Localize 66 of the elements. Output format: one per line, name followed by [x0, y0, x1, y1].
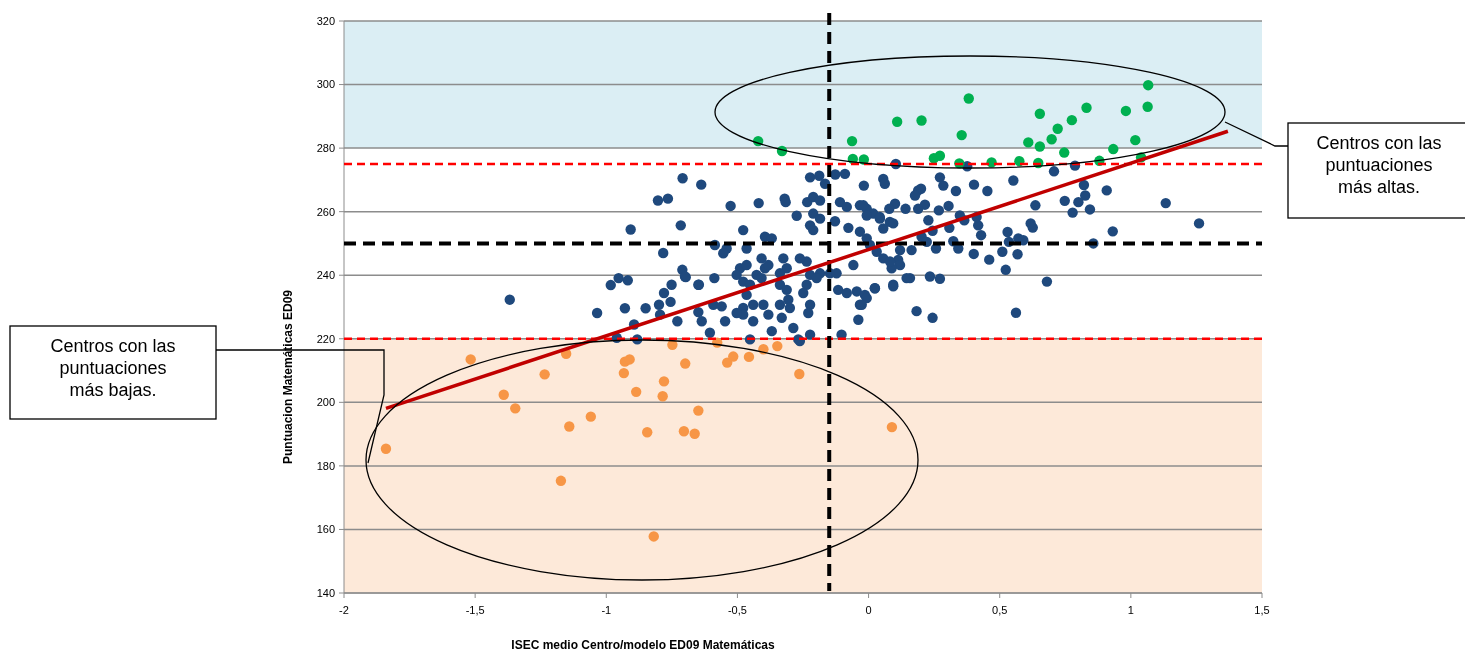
point: [680, 358, 691, 369]
point: [1142, 79, 1154, 91]
point: [689, 428, 700, 439]
point: [1023, 137, 1034, 148]
point: [1130, 134, 1141, 146]
y-tick-label: 260: [316, 205, 335, 218]
point: [1052, 123, 1063, 134]
point: [693, 405, 704, 416]
point: [1046, 134, 1057, 145]
point: [1081, 102, 1092, 113]
point: [1108, 143, 1119, 155]
x-tick-label: 0,5: [992, 604, 1008, 616]
x-tick-label: 0: [865, 604, 872, 616]
point: [380, 443, 392, 454]
x-tick-label: -1,5: [465, 604, 485, 616]
y-tick-label: 300: [316, 78, 335, 91]
y-tick-label: 200: [316, 396, 335, 409]
x-tick-label: 1: [1127, 604, 1134, 616]
point: [465, 354, 476, 365]
point: [794, 368, 805, 380]
point: [510, 403, 521, 414]
point: [624, 354, 635, 365]
point: [886, 421, 898, 433]
x-tick-label: -0,5: [727, 604, 747, 616]
point: [667, 339, 678, 351]
y-tick-label: 280: [316, 141, 335, 154]
point: [1142, 101, 1153, 112]
point: [963, 93, 974, 104]
point: [1034, 108, 1046, 119]
y-tick-label: 140: [316, 586, 335, 599]
y-tick-label: 160: [316, 523, 335, 536]
point: [564, 421, 575, 432]
y-tick-label: 240: [316, 269, 335, 282]
point: [618, 367, 630, 379]
point: [1059, 147, 1070, 158]
x-tick-label: 1,5: [1254, 604, 1270, 616]
y-tick-label: 220: [316, 332, 335, 345]
point: [657, 391, 668, 402]
point: [728, 351, 739, 362]
y-axis-title: Puntuacion Matemáticas ED09: [281, 289, 295, 465]
x-tick-label: -1: [601, 604, 612, 616]
point: [916, 115, 927, 126]
point: [498, 389, 509, 400]
point: [846, 135, 858, 147]
point: [539, 369, 550, 380]
point: [743, 351, 755, 363]
point: [585, 411, 597, 422]
point: [658, 376, 670, 387]
point: [1120, 105, 1132, 117]
x-axis-title: ISEC medio Centro/modelo ED09 Matemáticas: [511, 638, 776, 652]
y-tick-label: 180: [316, 459, 335, 472]
point: [630, 386, 642, 398]
point: [555, 475, 567, 487]
point: [956, 129, 967, 141]
point: [1034, 141, 1046, 152]
point: [891, 116, 903, 127]
point: [1066, 114, 1078, 126]
x-tick-label: -2: [339, 604, 349, 616]
point: [678, 426, 690, 437]
point: [648, 531, 659, 542]
text: Centros con las puntuaciones más bajas.: [50, 336, 176, 400]
text: Centros con las puntuaciones más altas.: [1316, 133, 1442, 197]
point: [934, 150, 946, 161]
y-tick-label: 320: [316, 14, 335, 27]
point: [642, 427, 653, 438]
point: [772, 340, 783, 352]
